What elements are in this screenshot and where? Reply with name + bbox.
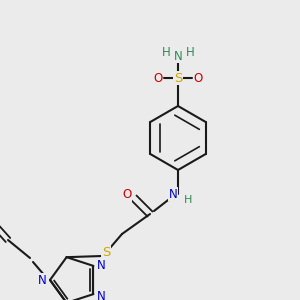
Text: S: S: [174, 71, 182, 85]
Text: H: H: [162, 46, 170, 59]
Text: O: O: [122, 188, 132, 202]
Text: N: N: [169, 188, 177, 200]
Text: N: N: [174, 50, 182, 62]
Text: H: H: [186, 46, 194, 59]
Text: O: O: [153, 71, 163, 85]
Text: N: N: [97, 290, 106, 300]
Text: H: H: [184, 195, 192, 205]
Text: N: N: [38, 274, 46, 286]
Text: N: N: [97, 260, 106, 272]
Text: O: O: [194, 71, 202, 85]
Text: S: S: [102, 245, 110, 259]
